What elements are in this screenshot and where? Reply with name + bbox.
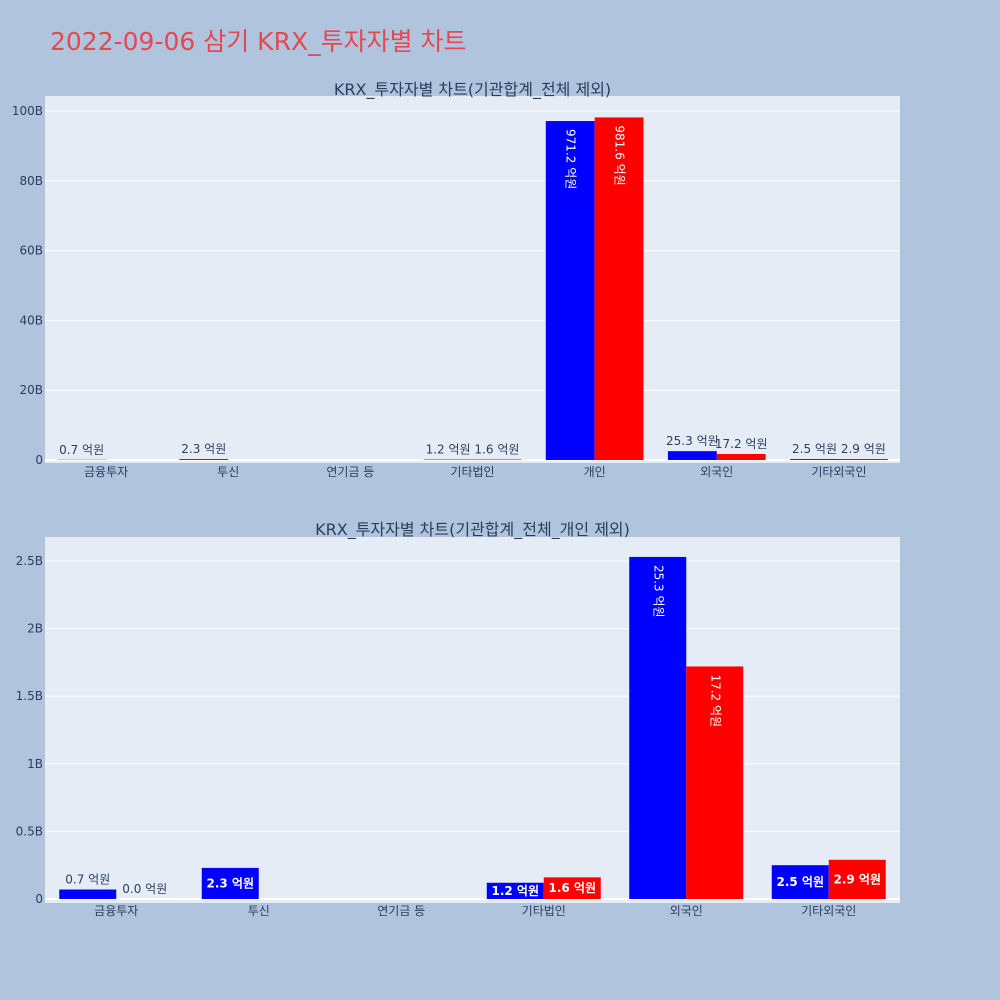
chart-2-data-label: 0.7 억원	[65, 873, 110, 887]
chart-1-bar-series-1	[545, 121, 595, 460]
chart-1-y-tick-label: 0	[35, 453, 43, 467]
chart-1-bar-series-2	[472, 459, 522, 460]
chart-1-x-tick-label: 개인	[584, 465, 606, 479]
chart-1-title: KRX_투자자별 차트(기관합계_전체 제외)	[334, 80, 611, 100]
chart-2-x-tick-label: 연기금 등	[377, 904, 425, 918]
chart-2-y-tick-label: 1.5B	[16, 689, 43, 703]
chart-1-bar-series-2	[716, 453, 766, 460]
chart-2-data-label: 2.5 억원	[776, 875, 824, 889]
chart-1-data-label: 2.5 억원	[792, 442, 837, 456]
chart-2-data-label: 2.3 억원	[206, 876, 254, 890]
chart-2-bar-series-1	[771, 865, 829, 899]
chart-2-y-tick-label: 1B	[27, 757, 43, 771]
chart-2-data-label: 1.6 억원	[548, 881, 596, 895]
chart-2-title: KRX_투자자별 차트(기관합계_전체_개인 제외)	[315, 520, 630, 540]
chart-2-data-label: 2.9 억원	[833, 872, 881, 886]
chart-2-y-tick-label: 2B	[27, 622, 43, 636]
chart-1-bar-series-1	[667, 451, 717, 460]
chart-1-data-label: 981.6 억원	[613, 125, 627, 185]
chart-2-bar-series-2	[686, 666, 744, 899]
chart-2-bar-series-2	[543, 877, 601, 899]
chart-1-data-label: 25.3 억원	[666, 434, 719, 448]
chart-1-data-label: 2.9 억원	[841, 442, 886, 456]
chart-2-x-tick-label: 금융투자	[94, 904, 138, 918]
chart-2-x-tick-label: 기타법인	[522, 904, 566, 918]
chart-2-x-tick-label: 기타외국인	[801, 904, 856, 918]
chart-2-plot-area	[45, 537, 900, 903]
chart-1-y-tick-label: 80B	[19, 174, 43, 188]
chart-2-data-label: 17.2 억원	[708, 674, 722, 727]
chart-2-y-tick-label: 0	[35, 892, 43, 906]
chart-1-x-tick-label: 기타외국인	[811, 465, 866, 479]
chart-2-data-label: 25.3 억원	[651, 565, 665, 618]
page-title: 2022-09-06 삼기 KRX_투자자별 차트	[50, 27, 467, 56]
chart-1-data-label: 0.7 억원	[59, 443, 104, 457]
chart-1-bar-series-2	[838, 458, 888, 460]
chart-2-y-tick-label: 0.5B	[16, 824, 43, 838]
chart-2-bar-series-1	[629, 556, 687, 899]
chart-2-bar-series-1	[201, 867, 259, 899]
chart-1-x-tick-label: 금융투자	[84, 465, 128, 479]
chart-2-data-label: 0.0 억원	[122, 882, 167, 896]
chart-1-x-tick-label: 외국인	[700, 465, 733, 479]
chart-1-plot-area	[45, 96, 900, 463]
chart-1-bar-series-1	[179, 459, 229, 460]
chart-1-x-tick-label: 연기금 등	[326, 465, 374, 479]
chart-2-bar-series-2	[828, 859, 886, 899]
chart-1-data-label: 971.2 억원	[564, 129, 578, 189]
chart-1-data-label: 17.2 억원	[715, 437, 768, 451]
chart-1-data-label: 1.2 억원	[426, 443, 471, 457]
chart-2-bar-series-1	[486, 882, 544, 899]
chart-1-y-tick-label: 40B	[19, 313, 43, 327]
chart-1-bar-series-1	[790, 459, 839, 460]
chart-1-bar-series-2	[594, 117, 644, 460]
chart-1-data-label: 1.6 억원	[474, 442, 519, 456]
chart-1-x-tick-label: 기타법인	[450, 465, 494, 479]
chart-2-x-tick-label: 외국인	[670, 904, 703, 918]
chart-1-x-tick-label: 투신	[217, 465, 239, 479]
chart-2-data-label: 1.2 억원	[491, 884, 539, 898]
chart-1-y-tick-label: 100B	[12, 104, 43, 118]
chart-1-y-tick-label: 20B	[19, 383, 43, 397]
chart-1-y-tick-label: 60B	[19, 244, 43, 258]
chart-2-bar-series-1	[59, 889, 117, 899]
chart-2-y-tick-label: 2.5B	[16, 554, 43, 568]
chart-2-x-tick-label: 투신	[248, 904, 270, 918]
chart-1-data-label: 2.3 억원	[181, 442, 226, 456]
